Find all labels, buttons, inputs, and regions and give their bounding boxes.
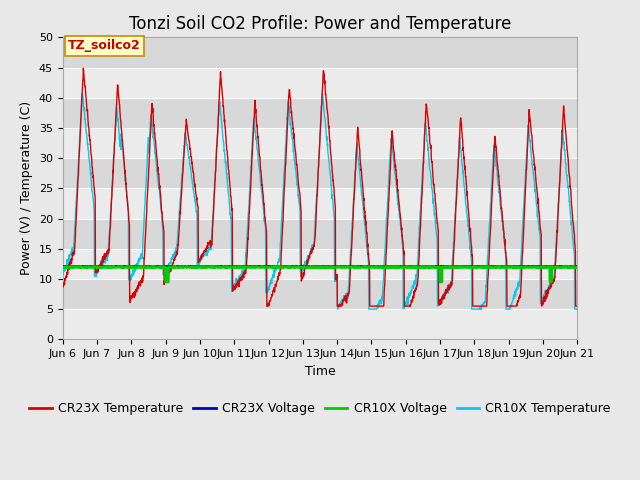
Bar: [63, 158, 577, 188]
Bar: [63, 98, 577, 128]
Bar: [63, 279, 577, 309]
Bar: [63, 128, 577, 158]
Bar: [63, 188, 577, 218]
Bar: [63, 249, 577, 279]
Bar: [63, 309, 577, 339]
Bar: [63, 218, 577, 249]
Legend: CR23X Temperature, CR23X Voltage, CR10X Voltage, CR10X Temperature: CR23X Temperature, CR23X Voltage, CR10X …: [24, 397, 616, 420]
Y-axis label: Power (V) / Temperature (C): Power (V) / Temperature (C): [20, 101, 33, 276]
Text: TZ_soilco2: TZ_soilco2: [68, 39, 141, 52]
X-axis label: Time: Time: [305, 365, 335, 378]
Bar: [63, 37, 577, 68]
Title: Tonzi Soil CO2 Profile: Power and Temperature: Tonzi Soil CO2 Profile: Power and Temper…: [129, 15, 511, 33]
Bar: [63, 68, 577, 98]
